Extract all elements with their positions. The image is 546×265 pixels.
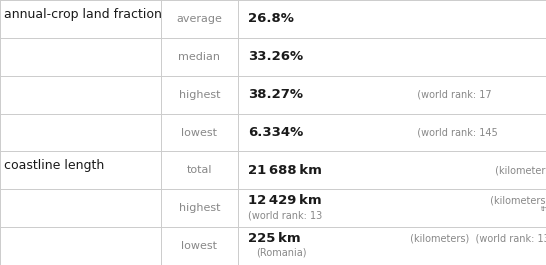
Text: lowest: lowest bbox=[181, 127, 217, 138]
Text: 38.27%: 38.27% bbox=[248, 88, 304, 101]
Text: th: th bbox=[541, 206, 546, 212]
Text: (world rank: 13: (world rank: 13 bbox=[248, 210, 323, 220]
Text: (Romania): (Romania) bbox=[257, 248, 307, 258]
Text: (kilometers): (kilometers) bbox=[492, 165, 546, 175]
Text: median: median bbox=[179, 52, 220, 62]
Text: (kilometers): (kilometers) bbox=[486, 196, 546, 206]
Text: lowest: lowest bbox=[181, 241, 217, 251]
Text: 33.26%: 33.26% bbox=[248, 50, 304, 63]
Text: coastline length: coastline length bbox=[4, 159, 105, 172]
Text: 12 429 km: 12 429 km bbox=[248, 194, 322, 207]
Text: 26.8%: 26.8% bbox=[248, 12, 294, 25]
Text: highest: highest bbox=[179, 90, 220, 100]
Text: (kilometers)  (world rank: 139: (kilometers) (world rank: 139 bbox=[407, 233, 546, 244]
Text: highest: highest bbox=[179, 203, 220, 213]
Text: total: total bbox=[187, 165, 212, 175]
Text: 6.334%: 6.334% bbox=[248, 126, 304, 139]
Text: (world rank: 17: (world rank: 17 bbox=[411, 90, 491, 100]
Text: average: average bbox=[176, 14, 222, 24]
Text: 225 km: 225 km bbox=[248, 232, 301, 245]
Text: 21 688 km: 21 688 km bbox=[248, 164, 322, 177]
Text: (world rank: 145: (world rank: 145 bbox=[411, 127, 497, 138]
Text: annual-crop land fraction: annual-crop land fraction bbox=[4, 8, 162, 21]
